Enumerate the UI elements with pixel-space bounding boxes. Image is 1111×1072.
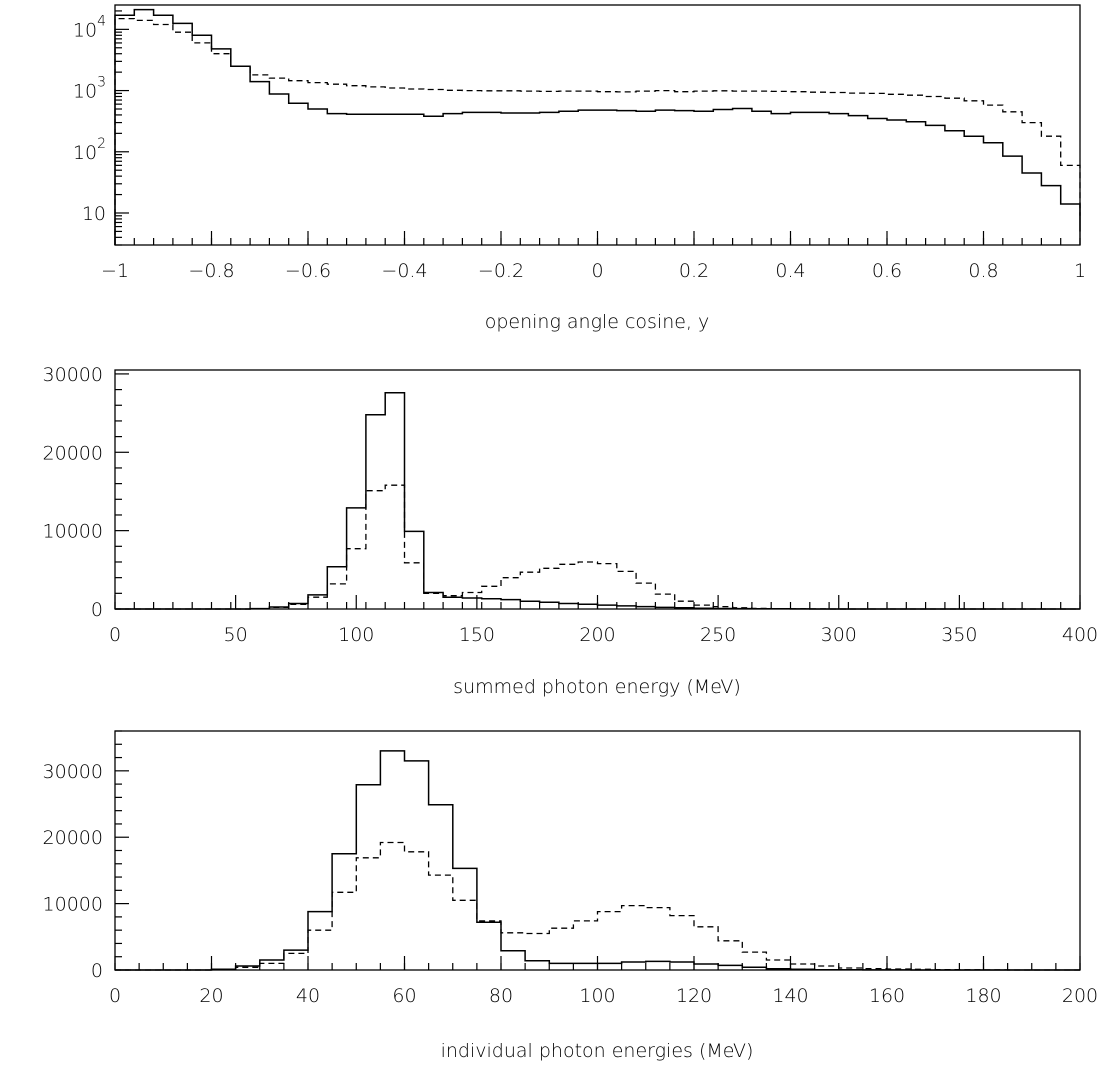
plot-frame — [114, 369, 1081, 610]
x-tick-label: −0.6 — [285, 260, 331, 282]
panel-3-marks: 0 20 40 60 80 100 120 140 160 180 200 0 10000 20000 30… — [43, 730, 1098, 1007]
solid-histogram-series — [115, 391, 1080, 610]
y-tick-label: 10 — [82, 203, 106, 225]
x-tick-label: 0.6 — [872, 260, 902, 282]
x-tick-label: 80 — [489, 985, 513, 1007]
dashed-histogram-series — [114, 17, 1081, 245]
x-tick-label: 140 — [772, 985, 808, 1007]
x-tick-label: 200 — [579, 624, 615, 646]
x-tick-label: 200 — [1062, 985, 1098, 1007]
x-tick-label: 20 — [199, 985, 223, 1007]
x-tick-label: 0 — [109, 624, 121, 646]
x-tick-label: 120 — [676, 985, 712, 1007]
x-tick-label: −0.8 — [188, 260, 234, 282]
x-tick-label: 400 — [1062, 624, 1098, 646]
y-tick-label: 10000 — [43, 521, 103, 543]
solid-histogram-series — [114, 8, 1081, 245]
x-tick-label: −0.2 — [478, 260, 524, 282]
solid-histogram-series — [115, 750, 1080, 971]
y-tick-label: 0 — [91, 599, 103, 621]
y-tick-label: 102 — [73, 136, 106, 164]
x-tick-label: 0 — [591, 260, 603, 282]
x-tick-label: 180 — [965, 985, 1001, 1007]
dashed-histogram-series — [115, 841, 1080, 971]
panel-summed-energy: 0 50 100 150 200 250 300 350 400 0 10000 20000 30000… — [43, 364, 1099, 698]
x-tick-label: −1 — [101, 260, 129, 282]
y-tick-label: 0 — [91, 960, 103, 982]
x-tick-label: 0.2 — [679, 260, 709, 282]
plot-frame — [114, 730, 1081, 971]
y-tick-label: 104 — [73, 13, 106, 41]
x-tick-label: 1 — [1074, 260, 1086, 282]
x-tick-label: 60 — [392, 985, 416, 1007]
y-tick-label: 30000 — [43, 364, 103, 386]
x-tick-label: 50 — [224, 624, 248, 646]
x-tick-label: 350 — [941, 624, 977, 646]
x-tick-label: 300 — [821, 624, 857, 646]
panel-1-xlabel: opening angle cosine, y — [485, 311, 710, 333]
y-tick-label: 10000 — [43, 894, 103, 916]
x-tick-label: 0.8 — [968, 260, 998, 282]
panel-1-marks: −1 −0.8 −0.6 −0.4 −0.2 0 0.2 0.4 0.6 0.8 1 104 103 10… — [73, 4, 1086, 282]
y-tick-label: 103 — [73, 75, 106, 103]
x-tick-label: 160 — [869, 985, 905, 1007]
panel-3-xlabel: individual photon energies (MeV) — [441, 1040, 754, 1062]
panel-opening-angle: −1 −0.8 −0.6 −0.4 −0.2 0 0.2 0.4 0.6 0.8 1 104 103 10… — [73, 4, 1086, 333]
y-tick-label: 30000 — [43, 761, 103, 783]
x-tick-label: 100 — [579, 985, 615, 1007]
x-tick-label: 0.4 — [775, 260, 805, 282]
x-tick-label: 250 — [700, 624, 736, 646]
panel-2-xlabel: summed photon energy (MeV) — [453, 676, 741, 698]
x-tick-label: 0 — [109, 985, 121, 1007]
x-tick-label: 150 — [459, 624, 495, 646]
x-tick-label: 40 — [296, 985, 320, 1007]
x-tick-label: 100 — [338, 624, 374, 646]
panel-2-marks: 0 50 100 150 200 250 300 350 400 0 10000 20000 30000 — [43, 364, 1099, 646]
dashed-histogram-series — [115, 484, 1080, 610]
y-tick-label: 20000 — [43, 827, 103, 849]
panel-individual-energies: 0 20 40 60 80 100 120 140 160 180 200 0 10000 20000 30… — [43, 730, 1098, 1062]
y-tick-label: 20000 — [43, 442, 103, 464]
x-tick-label: −0.4 — [381, 260, 427, 282]
